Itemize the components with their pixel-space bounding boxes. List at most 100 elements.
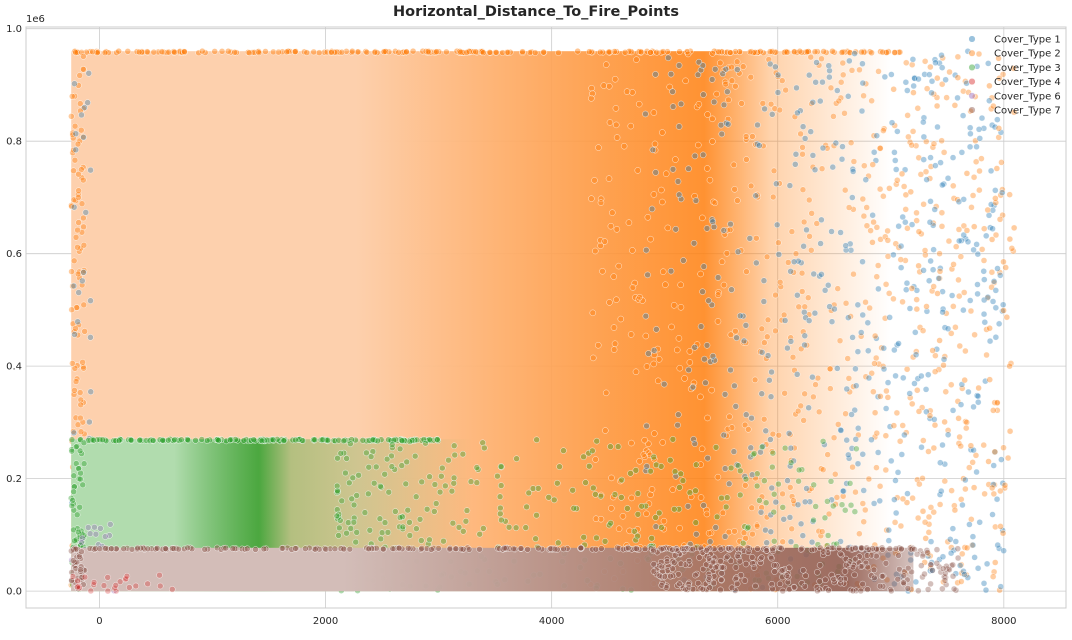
data-point — [848, 67, 856, 74]
data-point — [632, 368, 640, 375]
data-point — [838, 79, 845, 86]
data-point — [648, 535, 655, 542]
data-point — [71, 328, 78, 335]
data-point — [773, 180, 780, 187]
data-point — [795, 466, 803, 474]
data-point — [903, 279, 911, 287]
data-point — [981, 490, 988, 498]
data-point — [87, 334, 94, 341]
data-point — [503, 544, 510, 552]
data-point — [936, 501, 944, 508]
data-point — [648, 205, 656, 213]
data-point — [832, 471, 839, 478]
data-point — [633, 545, 640, 552]
data-point — [825, 510, 833, 518]
data-point — [757, 559, 764, 566]
data-point — [610, 346, 618, 353]
data-point — [501, 544, 508, 552]
data-point — [676, 48, 683, 55]
data-point — [819, 548, 827, 555]
data-point — [858, 545, 866, 552]
data-point — [962, 485, 969, 493]
data-point — [801, 303, 808, 310]
y-offset-label: 1e6 — [26, 14, 45, 25]
data-point — [853, 445, 860, 453]
data-point — [976, 135, 984, 142]
data-point — [980, 310, 988, 318]
data-point — [921, 519, 929, 526]
data-point — [713, 513, 721, 521]
data-point — [865, 546, 873, 553]
data-point — [560, 447, 567, 454]
data-point — [956, 342, 963, 350]
data-point — [950, 261, 957, 268]
data-point — [811, 546, 818, 553]
data-point — [703, 342, 711, 349]
data-point — [974, 392, 982, 400]
data-point — [732, 564, 740, 571]
data-point — [90, 581, 97, 588]
data-point — [664, 224, 671, 232]
data-point — [352, 538, 359, 546]
data-point — [742, 560, 750, 568]
data-point — [730, 161, 738, 169]
data-point — [322, 546, 329, 553]
data-point — [675, 335, 683, 342]
data-point — [918, 562, 925, 569]
data-point — [992, 559, 999, 566]
data-point — [775, 239, 782, 246]
data-point — [195, 49, 202, 57]
data-point — [869, 211, 876, 219]
data-point — [954, 579, 961, 586]
data-point — [781, 49, 788, 56]
data-point — [374, 437, 381, 445]
data-point — [825, 62, 832, 69]
data-point — [385, 48, 393, 56]
data-point — [450, 480, 457, 487]
data-point — [734, 552, 741, 560]
data-point — [659, 198, 666, 206]
data-point — [411, 437, 418, 444]
data-point — [952, 243, 960, 250]
data-point — [927, 63, 934, 71]
data-point — [611, 76, 619, 83]
data-point — [686, 489, 694, 496]
data-point — [388, 452, 395, 460]
data-point — [949, 573, 957, 580]
data-point — [854, 348, 862, 355]
data-point — [781, 317, 789, 324]
data-point — [974, 281, 981, 288]
data-point — [856, 66, 863, 74]
data-point — [213, 544, 221, 552]
data-point — [747, 453, 754, 461]
legend-marker — [968, 106, 976, 114]
data-point — [952, 71, 959, 79]
data-point — [532, 535, 539, 542]
data-point — [676, 484, 683, 491]
data-point — [699, 549, 707, 556]
data-point — [941, 577, 949, 584]
data-point — [944, 431, 952, 438]
data-point — [396, 514, 404, 521]
data-point — [737, 491, 744, 499]
data-point — [743, 411, 750, 418]
data-point — [837, 229, 844, 236]
data-point — [91, 546, 98, 553]
data-point — [837, 426, 844, 433]
data-point — [867, 227, 874, 234]
data-point — [761, 477, 768, 484]
data-point — [669, 565, 676, 572]
data-point — [251, 437, 259, 444]
data-point — [658, 563, 665, 571]
data-point — [942, 581, 950, 588]
data-point — [413, 525, 420, 532]
data-point — [722, 66, 730, 73]
data-point — [689, 384, 697, 391]
data-point — [222, 544, 229, 552]
data-point — [956, 433, 963, 441]
data-point — [481, 444, 488, 452]
data-point — [72, 146, 79, 154]
data-point — [671, 559, 678, 566]
data-point — [435, 545, 442, 552]
data-point — [826, 73, 833, 81]
